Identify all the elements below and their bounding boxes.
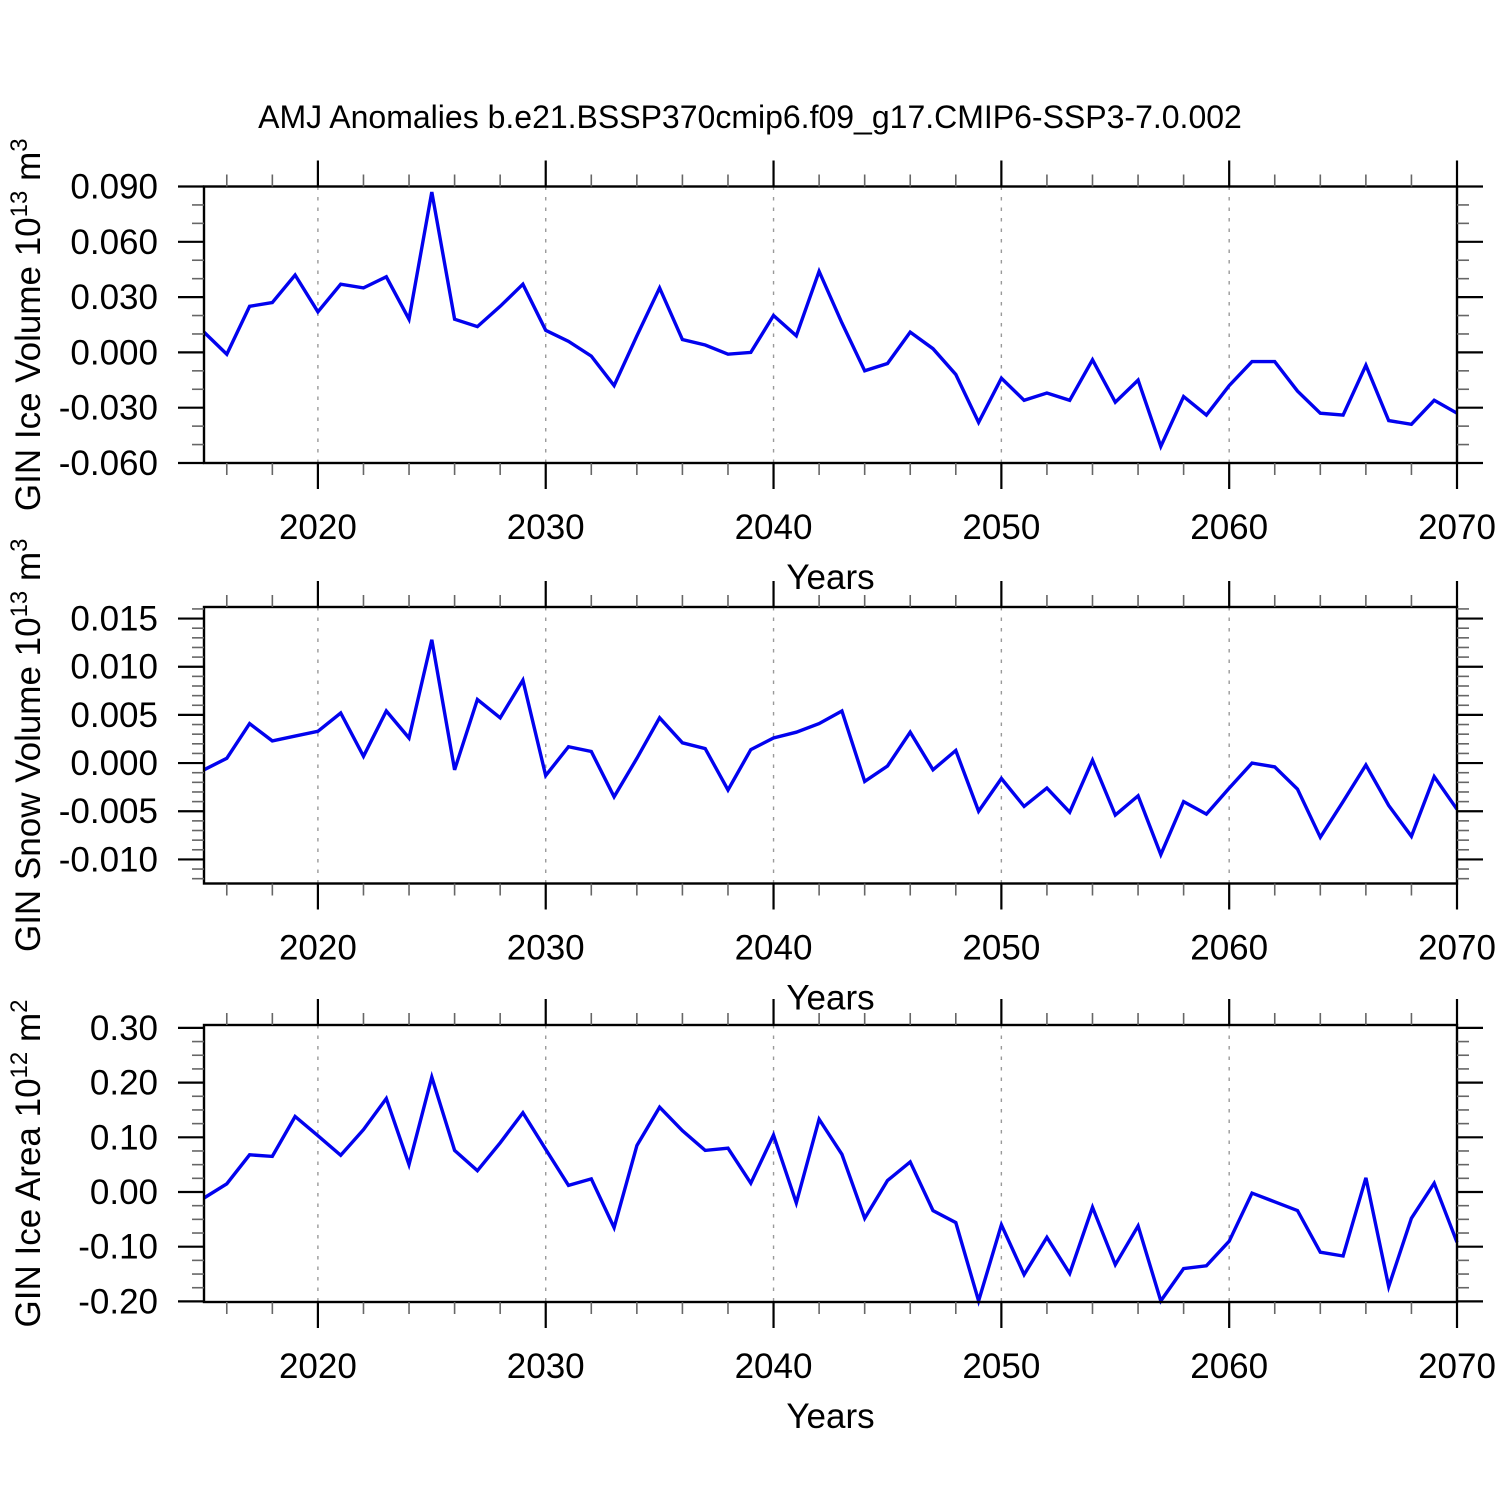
x-tick-label: 2020: [279, 1347, 357, 1386]
plot-box: [202, 605, 1459, 885]
y-tick-label: 0.30: [90, 1009, 158, 1048]
snow-volume-line: [203, 639, 1459, 860]
y-tick-label: 0.00: [90, 1173, 158, 1212]
x-axis-title: Years: [786, 1397, 874, 1436]
y-tick-label: -0.030: [59, 389, 158, 428]
x-tick-label: 2070: [1418, 1347, 1496, 1386]
x-tick-label: 2060: [1190, 1347, 1268, 1386]
x-tick-label: 2060: [1190, 508, 1268, 547]
x-tick-label: 2040: [735, 508, 813, 547]
x-tick-label: 2070: [1418, 929, 1496, 968]
y-tick-label: -0.20: [78, 1282, 158, 1321]
chart-title: AMJ Anomalies b.e21.BSSP370cmip6.f09_g17…: [258, 99, 1242, 135]
x-tick-label: 2070: [1418, 508, 1496, 547]
plot-box: [202, 185, 1459, 465]
ice-volume-line: [202, 191, 1458, 451]
x-tick-label: 2030: [507, 929, 585, 968]
y-tick-label: 0.10: [90, 1118, 158, 1157]
snow-volume-panel: 2020 2030 2040 2050 2060 2070 0.015 0.010 0.005 0…: [6, 538, 1496, 1017]
y-tick-label: 0.090: [70, 168, 158, 207]
y-axis-title: GIN Ice Volume 1013 m3: [6, 138, 48, 511]
y-tick-label: 0.015: [70, 600, 158, 639]
y-tick-label: 0.005: [70, 696, 158, 735]
x-axis-title: Years: [786, 979, 874, 1018]
x-axis-title: Years: [786, 558, 874, 597]
y-tick-label: -0.010: [59, 840, 158, 879]
x-tick-label: 2060: [1190, 929, 1268, 968]
y-tick-label: -0.005: [59, 792, 158, 831]
x-tick-label: 2020: [279, 929, 357, 968]
x-tick-label: 2050: [962, 508, 1040, 547]
x-tick-label: 2040: [735, 1347, 813, 1386]
y-tick-label: 0.20: [90, 1064, 158, 1103]
y-axis-title: GIN Ice Area 1012 m2: [6, 1000, 48, 1328]
x-tick-label: 2020: [279, 508, 357, 547]
x-tick-label: 2030: [507, 508, 585, 547]
y-tick-label: -0.10: [78, 1228, 158, 1267]
y-tick-label: 0.010: [70, 648, 158, 687]
plot-box: [202, 1023, 1459, 1304]
x-tick-label: 2040: [735, 929, 813, 968]
ice-volume-panel: 2020 2030 2040 2050 2060 2070 0.090 0.060 0.030 0…: [6, 138, 1496, 597]
y-tick-label: 0.030: [70, 278, 158, 317]
y-axis-title: GIN Snow Volume 1013 m3: [6, 538, 48, 952]
x-tick-label: 2030: [507, 1347, 585, 1386]
x-tick-label: 2050: [962, 929, 1040, 968]
y-tick-label: 0.000: [70, 744, 158, 783]
y-tick-label: 0.060: [70, 223, 158, 262]
y-tick-label: -0.060: [59, 444, 158, 483]
panels-container: 2020 2030 2040 2050 2060 2070 0.090 0.060 0.030 0…: [6, 138, 1496, 1436]
ice-area-line: [203, 1070, 1459, 1307]
y-tick-label: 0.000: [70, 333, 158, 372]
x-tick-label: 2050: [962, 1347, 1040, 1386]
ice-area-panel: 2020 2030 2040 2050 2060 2070 0.30 0.20 0.10 0.00…: [6, 999, 1496, 1436]
